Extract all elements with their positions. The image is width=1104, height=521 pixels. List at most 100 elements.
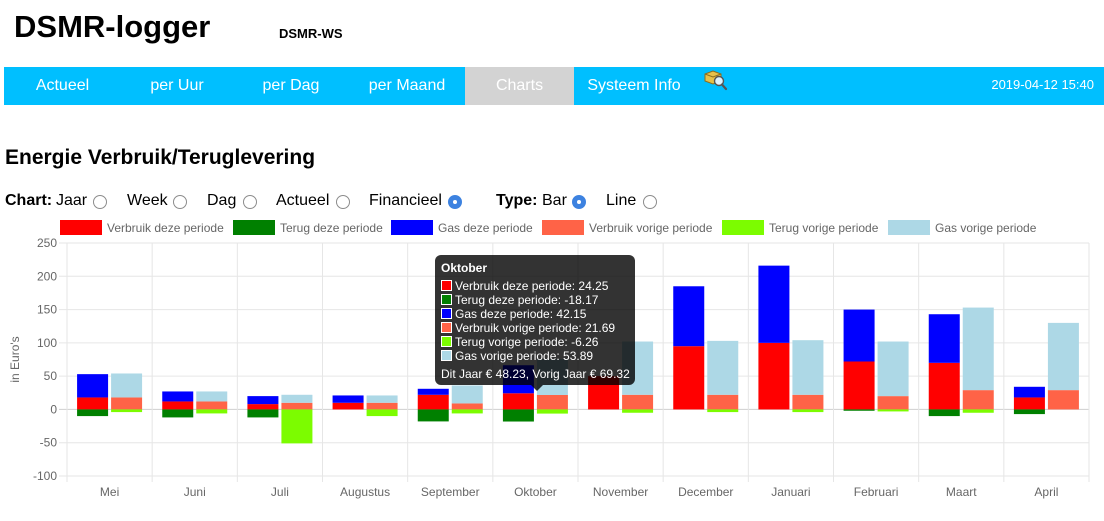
nav-tab-actueel[interactable]: Actueel [35,77,90,94]
legend-swatch[interactable] [60,220,102,235]
bar-segment[interactable] [196,401,228,410]
chart-option-jaar-radio[interactable] [93,195,107,209]
legend-label[interactable]: Gas deze periode [438,221,533,235]
bar-segment[interactable] [332,395,364,403]
type-option-bar-radio[interactable] [572,195,586,209]
legend-swatch[interactable] [391,220,433,235]
legend-label[interactable]: Terug vorige periode [769,221,879,235]
bar-segment[interactable] [281,409,313,444]
bar-segment[interactable] [247,404,279,410]
bar-segment[interactable] [792,340,824,395]
bar-segment[interactable] [622,409,654,413]
bar-segment[interactable] [673,346,705,410]
tooltip-line: Terug deze periode: -18.17 [441,293,629,307]
bar-segment[interactable] [502,409,534,422]
tooltip-line-text: Verbruik vorige periode: 21.69 [455,321,616,335]
bar-segment[interactable] [622,394,654,410]
bar-segment[interactable] [111,409,143,413]
bar-segment[interactable] [77,397,109,410]
bar-segment[interactable] [366,402,398,410]
bar-segment[interactable] [928,314,960,363]
nav-tab-systeem-info[interactable]: Systeem Info [587,77,681,94]
bar-segment[interactable] [843,361,875,410]
legend-swatch[interactable] [888,220,930,235]
bar-segment[interactable] [877,341,909,397]
bar-segment[interactable] [536,394,568,410]
chart-option-week-radio[interactable] [173,195,187,209]
legend-swatch[interactable] [542,220,584,235]
y-axis-title: in Euro's [8,336,22,382]
tooltip-line: Gas deze periode: 42.15 [441,307,629,321]
bar-segment[interactable] [451,385,483,404]
nav-tab-per-dag[interactable]: per Dag [262,77,320,94]
bar-segment[interactable] [366,409,398,417]
bar-segment[interactable] [962,409,994,413]
legend-swatch[interactable] [233,220,275,235]
chart-option-financieel-radio[interactable] [448,195,462,209]
bar-segment[interactable] [162,391,194,402]
bar-segment[interactable] [843,409,875,411]
bar-segment[interactable] [417,409,449,422]
bar-segment[interactable] [332,402,364,410]
bar-segment[interactable] [792,409,824,413]
bar-segment[interactable] [962,390,994,410]
type-option-bar-label: Bar [542,192,567,209]
bar-segment[interactable] [196,391,228,402]
bar-segment[interactable] [758,342,790,410]
bar-segment[interactable] [928,409,960,417]
bar-segment[interactable] [1047,322,1079,391]
bar-segment[interactable] [77,374,109,398]
bar-segment[interactable] [77,409,109,417]
bar-segment[interactable] [451,409,483,414]
bar-segment[interactable] [843,309,875,362]
bar-segment[interactable] [417,388,449,395]
financial-bar-chart: Verbruik deze periode Terug deze periode G… [8,220,1090,499]
bar-segment[interactable] [281,394,313,403]
bar-segment[interactable] [1047,390,1079,410]
chart-option-actueel-radio[interactable] [336,195,350,209]
bar-segment[interactable] [247,396,279,405]
bar-segment[interactable] [247,409,279,418]
bar-segment[interactable] [758,265,790,343]
bar-segment[interactable] [962,307,994,391]
bar-segment[interactable] [707,340,739,395]
bar-segment[interactable] [673,286,705,347]
bar-segment[interactable] [1013,386,1045,398]
bar-segment[interactable] [162,409,194,418]
bar-segment[interactable] [792,394,824,410]
chart-option-financieel-label: Financieel [369,192,442,209]
bar-segment[interactable] [502,393,534,410]
type-option-line-label: Line [606,192,637,209]
legend-label[interactable]: Terug deze periode [280,221,383,235]
bar-segment[interactable] [877,396,909,410]
section-title: Energie Verbruik/Teruglevering [5,146,316,169]
bar-segment[interactable] [536,409,568,414]
chart-option-dag-radio[interactable] [243,195,257,209]
bar-segment[interactable] [111,397,143,410]
legend-swatch[interactable] [722,220,764,235]
bar-segment[interactable] [162,401,194,410]
bar-segment[interactable] [111,373,143,398]
tooltip-line-text: Gas vorige periode: 53.89 [455,349,594,363]
bar-segment[interactable] [707,409,739,413]
legend-label[interactable]: Gas vorige periode [935,221,1037,235]
search-settings-icon[interactable] [704,69,728,91]
nav-tab-per-maand[interactable]: per Maand [368,77,446,94]
bar-segment[interactable] [366,395,398,403]
bar-segment[interactable] [281,402,313,410]
bar-segment[interactable] [877,409,909,412]
tooltip-line: Verbruik vorige periode: 21.69 [441,321,629,335]
legend-label[interactable]: Verbruik vorige periode [589,221,713,235]
bar-segment[interactable] [1013,409,1045,415]
nav-tab-per-uur[interactable]: per Uur [150,77,204,94]
bar-segment[interactable] [1013,397,1045,410]
legend-label[interactable]: Verbruik deze periode [107,221,224,235]
bar-segment[interactable] [928,362,960,410]
bar-segment[interactable] [196,409,228,414]
bar-segment[interactable] [707,394,739,410]
tooltip-swatch [441,280,452,291]
nav-tab-charts[interactable]: Charts [465,67,574,105]
type-option-line-radio[interactable] [643,195,657,209]
bar-segment[interactable] [417,394,449,410]
bar-segment[interactable] [451,403,483,410]
